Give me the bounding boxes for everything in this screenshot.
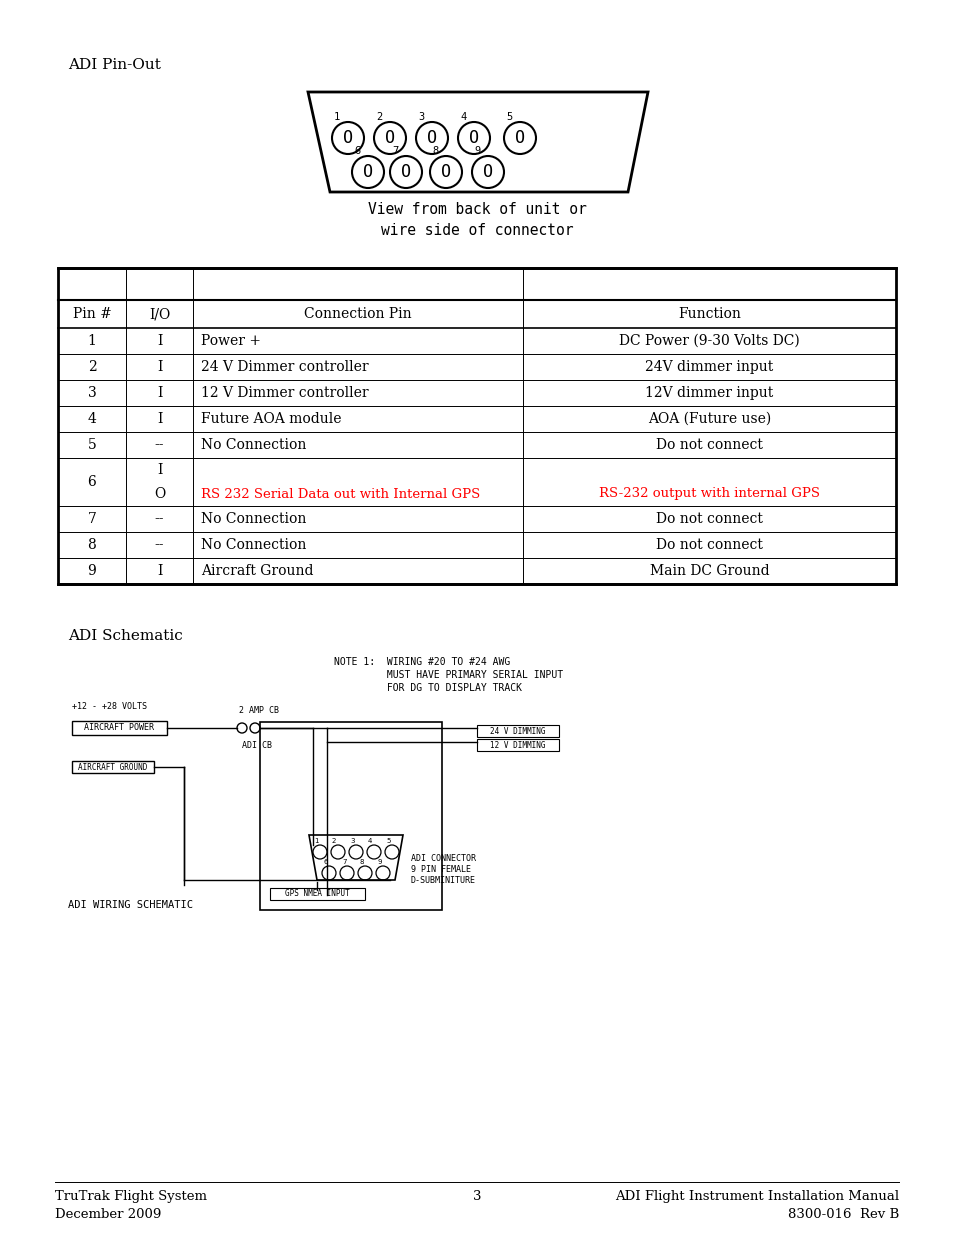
Text: 1: 1 [314,839,318,844]
Text: O: O [343,128,353,147]
Text: I: I [156,463,162,477]
Text: O: O [469,128,478,147]
Text: I: I [156,333,162,348]
Text: O: O [400,163,411,182]
Text: 7: 7 [392,146,397,156]
Text: 5: 5 [505,112,512,122]
Text: 6: 6 [88,475,96,489]
Bar [71,721,167,735]
Text: ADI CONNECTOR
9 PIN FEMALE
D-SUBMINITURE: ADI CONNECTOR 9 PIN FEMALE D-SUBMINITURE [411,853,476,885]
Text: Connection Pin: Connection Pin [304,308,412,321]
Text: Future AOA module: Future AOA module [201,412,341,426]
Text: O: O [515,128,524,147]
Text: Power +: Power + [201,333,261,348]
Text: 4: 4 [368,839,372,844]
Text: +12 - +28 VOLTS: +12 - +28 VOLTS [71,701,147,711]
Text: TruTrak Flight System
December 2009: TruTrak Flight System December 2009 [55,1191,207,1221]
Text: Do not connect: Do not connect [656,438,762,452]
Text: ADI Pin-Out: ADI Pin-Out [68,58,161,72]
Text: 6: 6 [354,146,360,156]
Bar [71,761,153,773]
Bar [270,888,365,900]
Text: I: I [156,564,162,578]
Text: 7: 7 [341,860,346,864]
Text: 3: 3 [350,839,355,844]
Text: O: O [385,128,395,147]
Text: O: O [153,487,165,501]
Text: 4: 4 [459,112,466,122]
Text: 1: 1 [334,112,340,122]
Text: AIRCRAFT POWER: AIRCRAFT POWER [84,724,153,732]
Text: GPS NMEA INPUT: GPS NMEA INPUT [284,889,349,899]
Bar [476,725,558,737]
Text: 9: 9 [88,564,96,578]
Text: I/O: I/O [149,308,170,321]
Text: Main DC Ground: Main DC Ground [649,564,768,578]
Text: O: O [440,163,451,182]
Text: 12 V Dimmer controller: 12 V Dimmer controller [201,387,368,400]
Text: Do not connect: Do not connect [656,513,762,526]
Text: No Connection: No Connection [201,438,306,452]
Text: 4: 4 [88,412,96,426]
Text: 8: 8 [359,860,364,864]
Text: 1: 1 [88,333,96,348]
Text: 8: 8 [432,146,437,156]
Text: 3: 3 [88,387,96,400]
Text: ADI Flight Instrument Installation Manual
8300-016  Rev B: ADI Flight Instrument Installation Manua… [615,1191,898,1221]
Text: Aircraft Ground: Aircraft Ground [201,564,314,578]
Text: 9: 9 [377,860,382,864]
Text: I: I [156,359,162,374]
Text: Function: Function [678,308,740,321]
Text: I: I [156,387,162,400]
Text: 5: 5 [88,438,96,452]
Bar [58,268,895,584]
Text: RS 232 Serial Data out with Internal GPS: RS 232 Serial Data out with Internal GPS [201,488,479,500]
Text: 2: 2 [332,839,336,844]
Text: 2 AMP CB: 2 AMP CB [239,706,278,715]
Text: DC Power (9-30 Volts DC): DC Power (9-30 Volts DC) [618,333,799,348]
Text: 2: 2 [88,359,96,374]
Bar [476,739,558,751]
Text: Pin #: Pin # [72,308,112,321]
Text: 3: 3 [473,1191,480,1203]
Text: RS-232 output with internal GPS: RS-232 output with internal GPS [598,488,820,500]
Text: --: -- [154,438,164,452]
Text: 24 V Dimmer controller: 24 V Dimmer controller [201,359,368,374]
Text: No Connection: No Connection [201,513,306,526]
Text: O: O [363,163,373,182]
Text: O: O [427,128,436,147]
Text: 7: 7 [88,513,96,526]
Text: 5: 5 [386,839,390,844]
Text: 12 V DIMMING: 12 V DIMMING [490,741,545,750]
Text: 6: 6 [324,860,328,864]
Text: 2: 2 [375,112,382,122]
Text: Do not connect: Do not connect [656,538,762,552]
Text: No Connection: No Connection [201,538,306,552]
Text: ADI Schematic: ADI Schematic [68,629,183,643]
Text: 3: 3 [417,112,424,122]
Text: AIRCRAFT GROUND: AIRCRAFT GROUND [78,762,148,772]
Text: ADI WIRING SCHEMATIC: ADI WIRING SCHEMATIC [68,900,193,910]
Text: 24V dimmer input: 24V dimmer input [644,359,773,374]
Text: I: I [156,412,162,426]
Text: 9: 9 [474,146,479,156]
Text: NOTE 1:  WIRING #20 TO #24 AWG
         MUST HAVE PRIMARY SERIAL INPUT
         : NOTE 1: WIRING #20 TO #24 AWG MUST HAVE … [334,657,562,693]
Text: O: O [482,163,493,182]
Text: View from back of unit or
wire side of connector: View from back of unit or wire side of c… [367,203,586,238]
Text: --: -- [154,513,164,526]
Text: ADI CB: ADI CB [242,741,272,750]
Bar [260,722,441,910]
Text: 24 V DIMMING: 24 V DIMMING [490,726,545,736]
Text: AOA (Future use): AOA (Future use) [647,412,770,426]
Text: 8: 8 [88,538,96,552]
Text: --: -- [154,538,164,552]
Text: 12V dimmer input: 12V dimmer input [644,387,773,400]
